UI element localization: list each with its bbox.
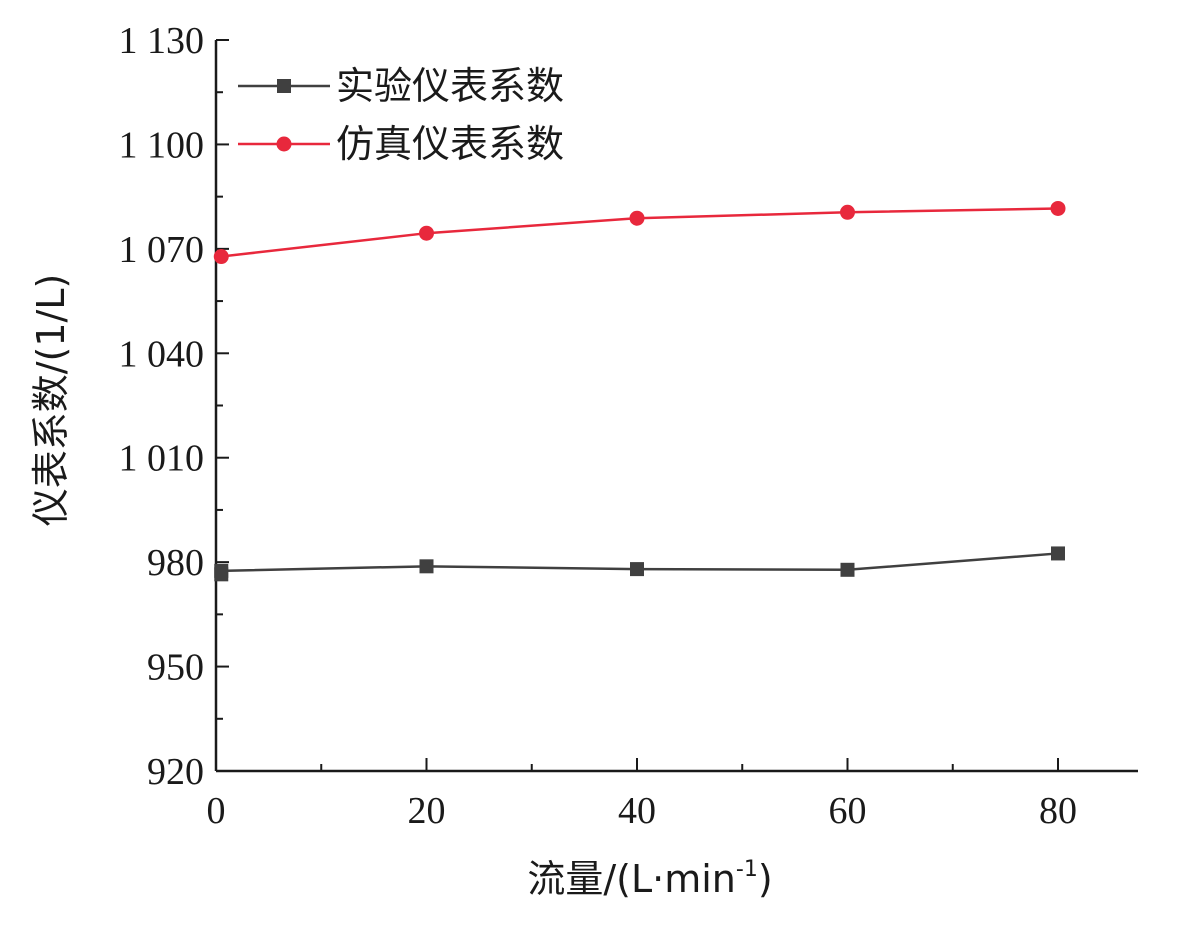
- x-axis-title: 流量/(L·min-1): [527, 857, 772, 901]
- data-point-square: [630, 562, 644, 577]
- data-point-circle: [629, 210, 645, 226]
- x-tick-label: 20: [408, 790, 446, 832]
- y-tick-label: 920: [147, 751, 204, 793]
- ticks: [215, 39, 1059, 772]
- x-tick-label: 0: [207, 790, 226, 832]
- y-tick-label: 1 010: [119, 438, 205, 480]
- x-tick-label: 80: [1039, 790, 1077, 832]
- series-markers: [213, 200, 1066, 582]
- y-tick-label: 1 130: [119, 20, 205, 62]
- legend-marker-square: [277, 79, 291, 93]
- data-point-circle: [840, 204, 855, 220]
- y-tick-label: 950: [147, 647, 204, 689]
- data-point-circle: [213, 249, 229, 265]
- data-point-square: [419, 559, 434, 574]
- data-point-square: [1051, 546, 1065, 561]
- data-point-circle: [419, 225, 434, 241]
- series-lines: [220, 207, 1059, 575]
- legend-marker-circle: [276, 136, 292, 152]
- x-tick-label: 60: [829, 790, 867, 832]
- x-tick-label: 40: [618, 790, 656, 832]
- data-point-square: [840, 562, 855, 577]
- y-tick-label: 1 070: [119, 229, 205, 271]
- data-point-circle: [1050, 200, 1066, 216]
- y-tick-label: 1 040: [119, 333, 205, 375]
- y-tick-label: 980: [147, 542, 204, 584]
- legend-label: 仿真仪表系数: [336, 122, 564, 166]
- tick-labels: 920 950 980 1 010 1 040 1 070 1 100 1 130 0 20 40 6…: [119, 20, 1078, 832]
- y-tick-label: 1 100: [119, 124, 205, 166]
- legend-label: 实验仪表系数: [336, 64, 564, 108]
- data-point-square: [214, 563, 229, 578]
- y-axis-title: 仪表系数/(1/L): [29, 274, 73, 527]
